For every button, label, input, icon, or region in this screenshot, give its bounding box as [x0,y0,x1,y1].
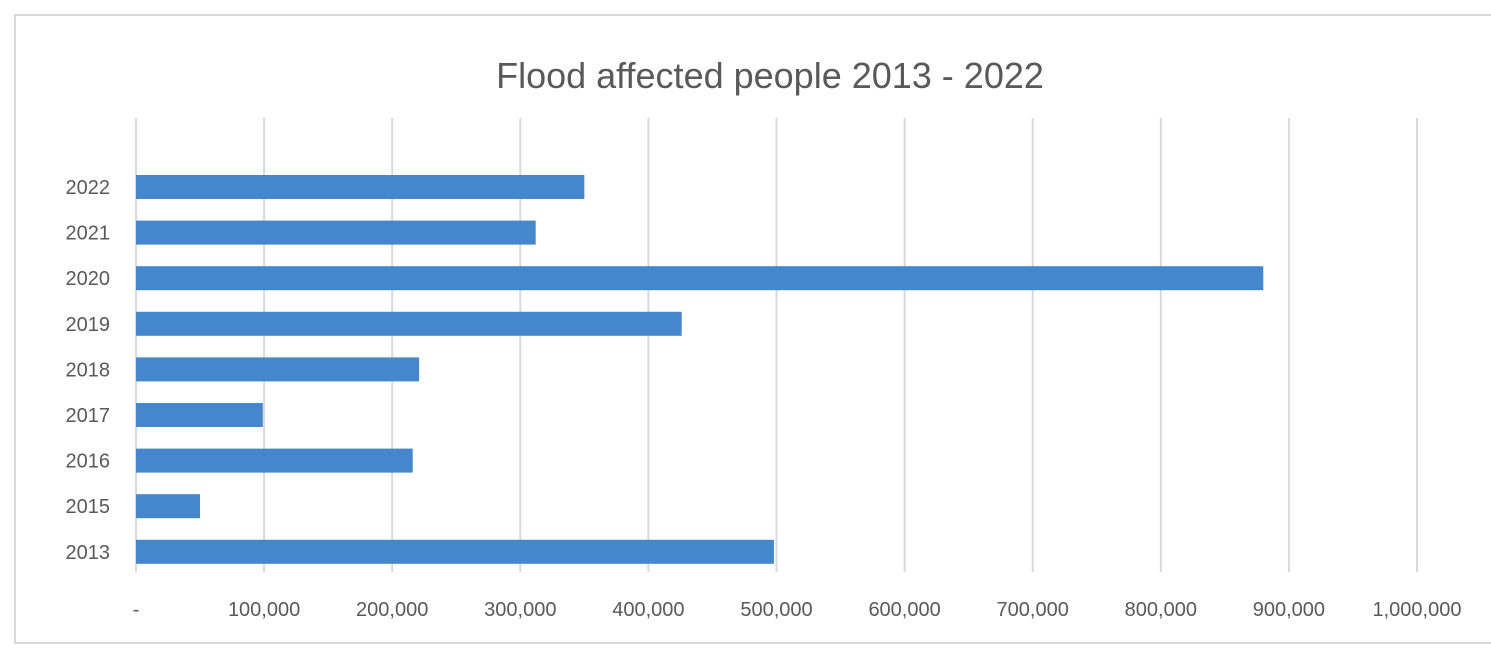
y-tick-label: 2020 [66,268,111,290]
x-tick-label: 400,000 [612,599,684,621]
x-axis-labels: - 100,000 200,000 300,000 400,000 500,000 600,… [133,599,1462,621]
bar-2018 [136,357,420,382]
chart-title: Flood affected people 2013 - 2022 [496,55,1044,96]
x-tick-label: 500,000 [740,599,812,621]
bar-2022 [136,175,585,199]
x-tick-label: 300,000 [484,599,556,621]
x-tick-label: 700,000 [997,599,1069,621]
y-tick-label: 2015 [66,496,111,518]
x-tick-label: 900,000 [1253,599,1325,621]
y-tick-label: 2013 [66,542,111,564]
y-tick-label: 2021 [66,223,111,245]
bar-2020 [136,266,1264,291]
x-tick-label: - [133,599,140,621]
bar-2017 [136,403,263,427]
bar-2019 [136,311,682,336]
y-tick-label: 2016 [66,451,111,473]
x-tick-label: 200,000 [356,599,428,621]
y-tick-label: 2019 [66,314,111,336]
y-tick-label: 2017 [66,405,111,427]
y-tick-label: 2022 [66,177,111,199]
y-tick-label: 2018 [66,359,111,381]
bars [136,175,1264,564]
x-tick-label: 100,000 [228,599,300,621]
bar-2021 [136,220,536,245]
x-tick-label: 1,000,000 [1373,599,1462,621]
x-tick-label: 800,000 [1125,599,1197,621]
x-tick-label: 600,000 [868,599,940,621]
bar-2013 [136,539,774,564]
bar-2015 [136,494,201,519]
bar-2016 [136,448,413,473]
y-axis-labels: 2022 2021 2020 2019 2018 2017 2016 2015 2013 [66,177,111,564]
